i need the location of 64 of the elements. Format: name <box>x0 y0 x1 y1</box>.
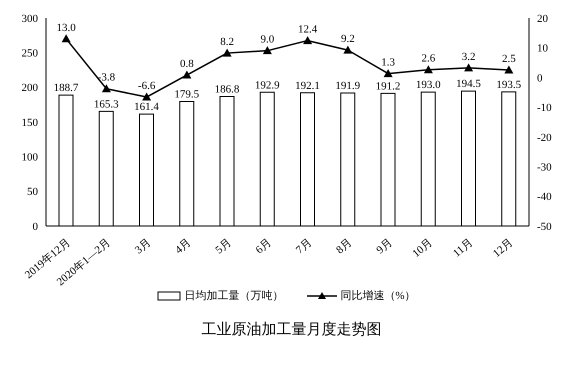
data-label: 188.7 <box>54 82 79 94</box>
data-label: 186.8 <box>214 83 240 96</box>
data-label: 193.5 <box>496 78 522 91</box>
data-label: 179.5 <box>174 88 200 101</box>
data-label: -6.6 <box>138 80 156 92</box>
point <box>142 92 152 101</box>
x-tick-label: 9月 <box>374 236 395 256</box>
y-tick-label: 100 <box>22 152 38 164</box>
point <box>62 34 71 42</box>
y2-tick-label: -10 <box>537 102 552 114</box>
data-label: 8.2 <box>220 36 234 48</box>
point <box>102 84 111 92</box>
data-label: 191.2 <box>376 80 400 92</box>
data-label: 2.6 <box>422 52 436 65</box>
x-tick-label: 7月 <box>294 236 314 256</box>
point <box>222 48 232 57</box>
point <box>343 46 352 54</box>
x-tick-label: 6月 <box>254 236 274 256</box>
y-tick-label: 150 <box>22 116 38 129</box>
point <box>303 36 312 44</box>
data-label: 161.4 <box>134 101 160 114</box>
data-label: 9.0 <box>260 34 275 46</box>
data-label: 193.0 <box>416 79 442 92</box>
y2-tick-label: -20 <box>537 132 552 144</box>
data-label: 0.8 <box>180 58 194 70</box>
data-label: 192.1 <box>295 80 320 92</box>
x-tick-label: 4月 <box>173 236 194 256</box>
y-tick-label: 50 <box>27 186 38 198</box>
data-label: 2.5 <box>502 53 516 65</box>
x-tick-label: 8月 <box>334 236 354 256</box>
y-tick-label: 300 <box>22 12 38 25</box>
x-tick-label: 5月 <box>213 236 234 256</box>
x-tick-label: 11月 <box>450 236 476 260</box>
x-tick-label: 12月 <box>490 236 516 260</box>
y-tick-label: 200 <box>22 82 38 94</box>
text: 工业原油加工量月度走势图 <box>200 320 382 339</box>
point <box>182 70 192 79</box>
x-tick-label: 3月 <box>132 236 154 256</box>
y2-tick-label: -40 <box>537 191 552 204</box>
data-label: 1.3 <box>381 56 396 69</box>
data-label: -3.8 <box>98 72 116 84</box>
data-label: 9.2 <box>341 33 355 46</box>
point <box>504 66 514 74</box>
point <box>384 69 393 78</box>
y-tick-label: 0 <box>32 220 38 233</box>
data-label: 194.5 <box>456 78 482 90</box>
data-label: 165.3 <box>94 98 120 110</box>
y2-tick-label: -30 <box>537 161 552 174</box>
y2-tick-label: 20 <box>537 12 548 25</box>
point <box>262 46 272 54</box>
legend-label: 同比增速（%） <box>340 289 416 303</box>
data-label: 191.9 <box>335 80 361 92</box>
y2-tick-label: -50 <box>537 220 552 233</box>
data-label: 12.4 <box>298 24 318 36</box>
y-tick-label: 250 <box>22 48 38 60</box>
data-label: 192.9 <box>254 79 280 92</box>
x-tick-label: 10月 <box>410 236 435 260</box>
legend-label: 日均加工量（万吨） <box>184 289 284 303</box>
data-label: 3.2 <box>462 50 476 63</box>
point <box>464 63 474 72</box>
y2-tick-label: 0 <box>537 72 543 84</box>
y2-tick-label: 10 <box>537 42 548 55</box>
data-label: 13.0 <box>56 22 76 34</box>
point <box>424 65 433 74</box>
